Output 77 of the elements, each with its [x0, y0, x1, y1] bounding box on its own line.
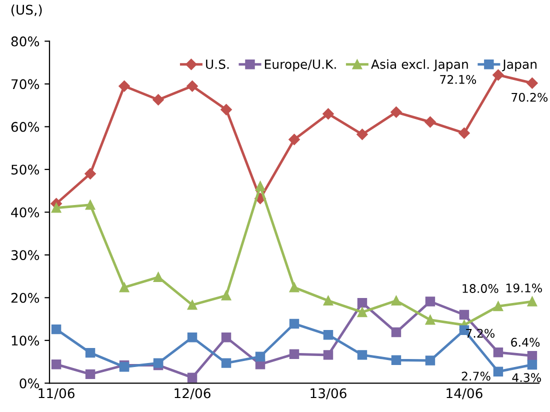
data-label: 6.4% [511, 338, 540, 347]
y-tick-label: 50% [11, 164, 40, 175]
y-axis-title: (US,) [11, 4, 42, 16]
x-tick-label: 14/06 [446, 388, 482, 400]
point [255, 352, 266, 362]
point [289, 282, 300, 292]
point [153, 272, 164, 282]
point [459, 310, 470, 320]
point [289, 349, 300, 359]
legend-label: Japan [502, 60, 536, 72]
point [425, 296, 436, 306]
point [323, 296, 334, 306]
legend-label: Asia excl. Japan [371, 59, 468, 72]
legend-label: U.S. [206, 60, 229, 69]
point [51, 324, 62, 334]
x-tick-label: 13/06 [310, 388, 346, 400]
point [85, 348, 96, 358]
point [493, 366, 504, 376]
point [425, 356, 436, 366]
point [118, 80, 130, 92]
point [289, 318, 300, 329]
y-tick-label: 60% [11, 122, 40, 132]
x-tick-label: 12/06 [174, 388, 210, 400]
point [493, 301, 504, 312]
point [323, 350, 334, 360]
point [391, 296, 402, 306]
point [356, 128, 368, 140]
point [391, 327, 402, 338]
point [493, 348, 504, 358]
point [187, 300, 198, 310]
point [84, 168, 96, 180]
point [51, 203, 62, 213]
point [119, 282, 130, 292]
y-tick-label: 80% [11, 36, 40, 46]
data-label: 72.1% [440, 75, 476, 84]
y-tick-label: 70% [12, 79, 40, 90]
data-label: 2.7% [462, 372, 490, 381]
point [492, 69, 504, 81]
point [187, 372, 198, 382]
point [85, 369, 96, 380]
point [221, 290, 232, 300]
point [221, 332, 232, 342]
point [186, 80, 198, 92]
point [391, 355, 402, 365]
data-label: 4.3% [512, 373, 541, 382]
point [187, 332, 198, 342]
point [323, 330, 334, 340]
point [51, 359, 62, 370]
x-tick-label: 11/06 [38, 388, 74, 400]
data-label: 18.0% [462, 284, 498, 293]
point [220, 104, 232, 116]
point [357, 307, 368, 318]
data-label: 70.2% [512, 92, 548, 102]
y-tick-label: 20% [11, 292, 40, 303]
point [357, 298, 368, 308]
point [255, 181, 266, 191]
point [390, 106, 402, 118]
point [221, 358, 232, 368]
point [458, 127, 470, 139]
y-tick-label: 10% [12, 336, 40, 346]
point [526, 77, 538, 89]
point [357, 350, 368, 360]
point [153, 358, 164, 368]
point [527, 360, 538, 370]
point [85, 200, 96, 210]
point [425, 315, 436, 325]
legend-label: Europe/U.K. [264, 60, 336, 72]
point [527, 350, 538, 361]
point [322, 108, 334, 120]
point [152, 94, 164, 106]
data-label: 19.1% [506, 284, 542, 292]
point [288, 134, 300, 146]
point [527, 296, 538, 306]
y-tick-label: 40% [11, 207, 40, 218]
point [424, 116, 436, 128]
y-tick-label: 0% [20, 378, 40, 388]
y-tick-label: 30% [11, 250, 40, 260]
